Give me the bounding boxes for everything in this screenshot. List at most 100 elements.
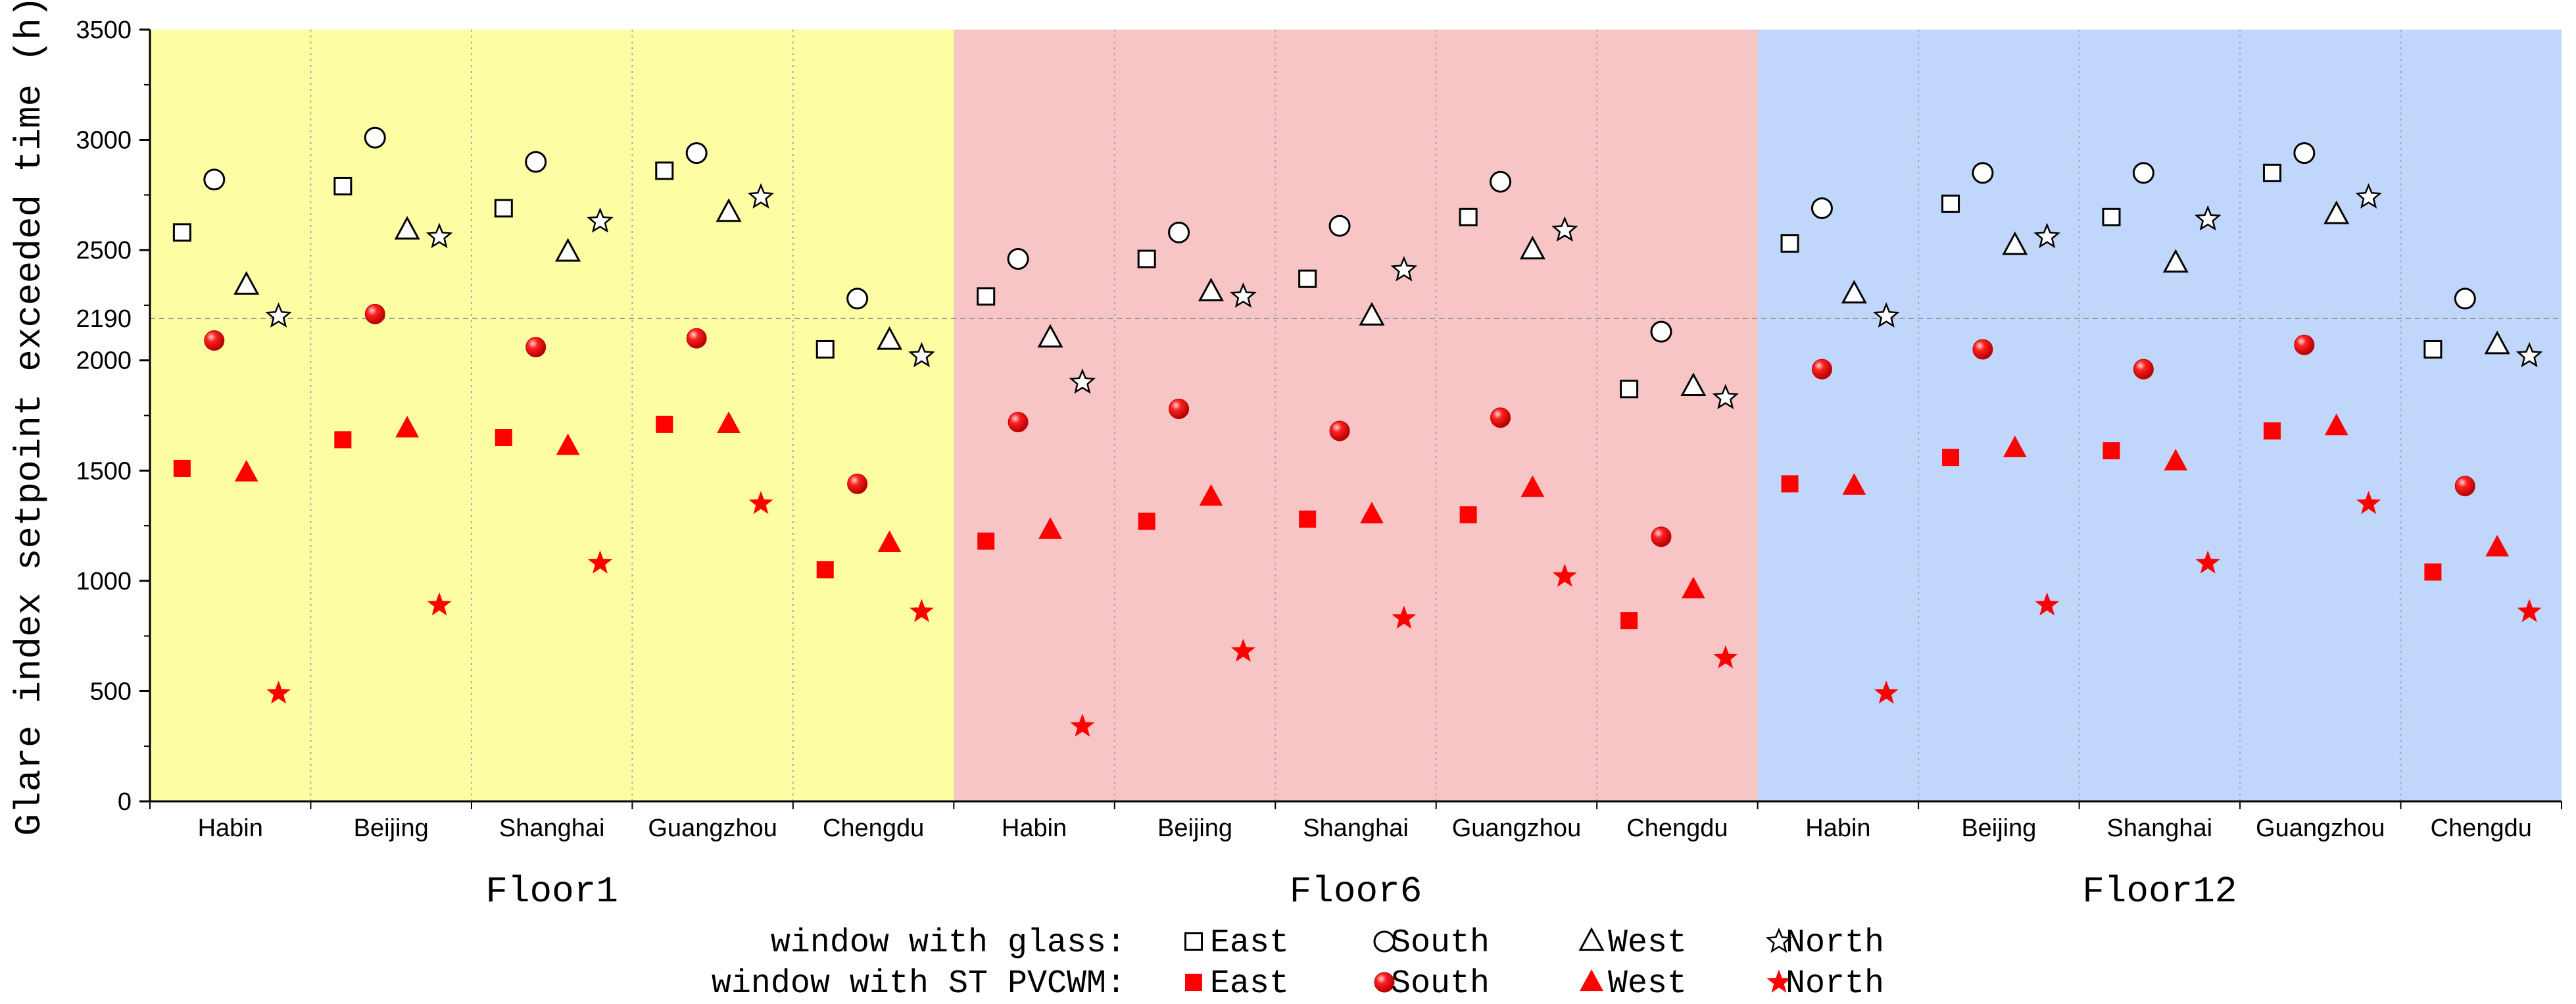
marker-filled-floor1-beijing-west [395, 415, 419, 438]
x-tick-label-chengdu: Chengdu [1626, 815, 1728, 842]
marker-hollow-floor1-beijing-south [364, 126, 386, 149]
marker-hollow-floor1-chengdu-east [815, 339, 835, 359]
marker-hollow-floor12-chengdu-north [2515, 341, 2543, 368]
marker-hollow-floor12-habin-west [1841, 280, 1867, 304]
floor-label-floor12: Floor12 [2082, 870, 2237, 913]
data-markers [172, 126, 2543, 737]
legend-marker-filled-north [1766, 969, 1791, 993]
marker-hollow-floor1-guangzhou-east [655, 161, 674, 180]
floor-label-floor6: Floor6 [1290, 870, 1422, 913]
marker-hollow-floor1-habin-west [233, 271, 260, 295]
marker-hollow-floor12-beijing-west [2002, 231, 2028, 255]
marker-filled-floor12-chengdu-west [2485, 534, 2510, 557]
marker-hollow-floor6-chengdu-south [1650, 320, 1672, 343]
marker-hollow-floor12-guangzhou-west [2323, 200, 2350, 224]
marker-filled-floor12-beijing-east [1942, 449, 1960, 466]
marker-hollow-floor1-chengdu-south [846, 288, 869, 310]
legend-marker-hollow-west [1578, 927, 1605, 951]
marker-hollow-floor6-guangzhou-south [1490, 170, 1512, 193]
reference-line-label: 2190 [76, 305, 132, 333]
marker-hollow-floor6-habin-north [1069, 368, 1096, 394]
marker-hollow-floor1-shanghai-north [587, 207, 614, 233]
marker-filled-floor6-beijing-south [1169, 398, 1190, 419]
marker-filled-floor1-chengdu-north [909, 599, 934, 622]
marker-filled-floor12-beijing-north [2035, 592, 2060, 616]
marker-hollow-floor12-beijing-south [1972, 162, 1994, 184]
marker-filled-floor12-chengdu-north [2517, 599, 2542, 622]
y-tick-label: 1000 [76, 568, 132, 595]
marker-hollow-floor1-beijing-east [333, 176, 352, 195]
marker-filled-floor6-shanghai-west [1360, 501, 1384, 524]
marker-filled-floor12-shanghai-east [2102, 442, 2120, 460]
marker-filled-floor12-shanghai-west [2164, 449, 2188, 470]
marker-filled-floor12-habin-east [1781, 475, 1799, 493]
marker-filled-floor1-guangzhou-west [717, 411, 741, 434]
floor-band-floor6 [954, 30, 1758, 801]
marker-filled-floor12-shanghai-south [2133, 359, 2154, 380]
legend-item-label-south: South [1391, 924, 1490, 962]
floor-backgrounds [150, 30, 2562, 801]
marker-hollow-floor6-habin-south [1007, 248, 1029, 270]
marker-hollow-floor6-beijing-west [1198, 278, 1225, 301]
marker-filled-floor12-beijing-south [1972, 339, 1993, 360]
x-tick-label-shanghai: Shanghai [1303, 815, 1409, 842]
marker-filled-floor1-beijing-north [427, 592, 452, 616]
legend-item-label-south: South [1391, 965, 1490, 1003]
marker-hollow-floor6-shanghai-west [1359, 301, 1385, 326]
marker-filled-floor6-guangzhou-south [1490, 407, 1511, 428]
legend-marker-hollow-north [1765, 927, 1793, 953]
marker-filled-floor12-habin-south [1811, 359, 1832, 380]
marker-hollow-floor12-chengdu-south [2454, 288, 2476, 310]
marker-filled-floor6-chengdu-south [1651, 526, 1672, 547]
marker-hollow-floor1-beijing-west [394, 216, 420, 240]
marker-filled-floor12-guangzhou-south [2294, 334, 2315, 355]
y-tick-label: 2000 [76, 347, 132, 375]
x-tick-label-habin: Habin [1805, 815, 1870, 842]
marker-filled-floor6-shanghai-south [1329, 420, 1350, 441]
marker-hollow-floor12-chengdu-east [2423, 339, 2442, 359]
x-tick-label-guangzhou: Guangzhou [1452, 815, 1582, 842]
x-tick-label-habin: Habin [198, 815, 263, 842]
marker-hollow-floor1-guangzhou-north [747, 183, 775, 209]
x-tick-label-chengdu: Chengdu [823, 815, 924, 842]
floor-label-floor1: Floor1 [485, 870, 618, 913]
marker-hollow-floor6-habin-west [1037, 324, 1063, 348]
marker-hollow-floor1-beijing-north [425, 222, 453, 249]
marker-filled-floor1-chengdu-east [816, 561, 834, 579]
marker-hollow-floor12-guangzhou-east [2262, 163, 2281, 182]
marker-hollow-floor6-shanghai-east [1298, 269, 1317, 288]
grid-lines [150, 30, 2562, 801]
marker-hollow-floor6-guangzhou-east [1459, 207, 1478, 226]
marker-filled-floor1-beijing-south [364, 303, 385, 324]
marker-hollow-floor12-chengdu-west [2484, 330, 2510, 355]
marker-hollow-floor12-shanghai-east [2102, 207, 2121, 226]
y-axis-label: Glare index setpoint exceeded time (h) [9, 0, 51, 836]
marker-hollow-floor12-shanghai-south [2132, 162, 2154, 184]
marker-filled-floor6-guangzhou-east [1459, 506, 1477, 524]
marker-hollow-floor6-guangzhou-west [1519, 236, 1545, 260]
marker-filled-floor12-beijing-west [2003, 436, 2027, 457]
marker-filled-floor6-beijing-east [1138, 513, 1155, 530]
x-tick-label-chengdu: Chengdu [2431, 815, 2532, 842]
x-tick-label-beijing: Beijing [354, 815, 429, 842]
marker-filled-floor1-beijing-east [334, 431, 352, 449]
marker-hollow-floor12-beijing-east [1941, 194, 1960, 213]
marker-hollow-floor6-shanghai-north [1390, 255, 1418, 282]
x-tick-label-guangzhou: Guangzhou [648, 815, 777, 842]
marker-filled-floor6-shanghai-north [1392, 605, 1417, 629]
legend-item-label-north: North [1786, 924, 1884, 962]
x-tick-label-guangzhou: Guangzhou [2256, 815, 2385, 842]
marker-hollow-floor12-habin-east [1780, 234, 1799, 253]
marker-hollow-floor12-guangzhou-south [2293, 142, 2316, 164]
marker-filled-floor6-guangzhou-north [1552, 563, 1577, 587]
legend-item-label-west: West [1608, 965, 1687, 1003]
marker-filled-floor12-chengdu-east [2424, 563, 2442, 581]
marker-hollow-floor6-chengdu-north [1712, 384, 1739, 409]
marker-filled-floor1-shanghai-south [525, 337, 547, 358]
marker-filled-floor12-guangzhou-east [2263, 422, 2281, 439]
marker-hollow-floor1-shanghai-south [525, 151, 547, 173]
marker-filled-floor1-habin-south [204, 330, 225, 351]
marker-filled-floor1-chengdu-west [877, 530, 902, 552]
marker-filled-floor6-habin-south [1008, 412, 1029, 433]
